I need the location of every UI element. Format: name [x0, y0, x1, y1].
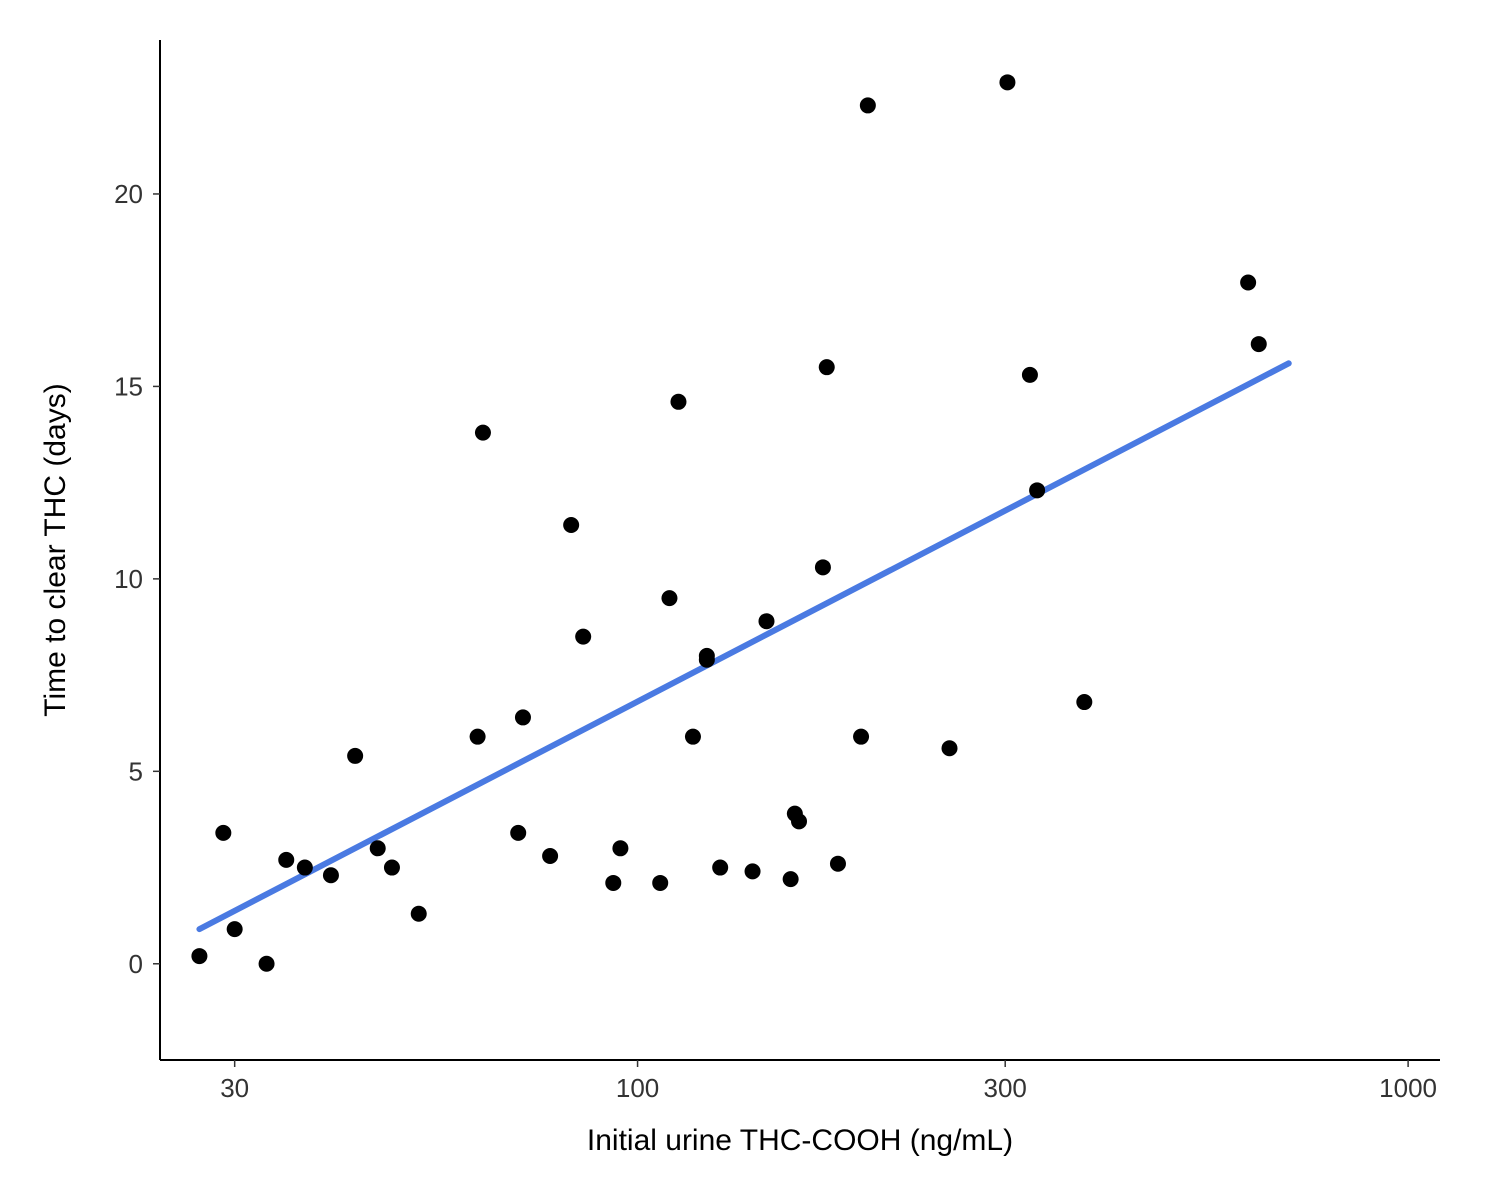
- data-point: [860, 97, 876, 113]
- data-point: [1076, 694, 1092, 710]
- data-point: [745, 863, 761, 879]
- chart-svg: 30 100 300 1000 0 5 10 15 20 Initial urine THC-CO…: [0, 0, 1500, 1200]
- data-point: [1022, 367, 1038, 383]
- y-tick-label: 20: [114, 179, 143, 209]
- data-point: [1251, 336, 1267, 352]
- data-point: [791, 813, 807, 829]
- data-point: [783, 871, 799, 887]
- data-point: [830, 856, 846, 872]
- data-point: [670, 394, 686, 410]
- data-point: [542, 848, 558, 864]
- data-point: [758, 613, 774, 629]
- data-point: [853, 729, 869, 745]
- data-point: [411, 906, 427, 922]
- x-axis-label: Initial urine THC-COOH (ng/mL): [587, 1124, 1013, 1157]
- x-tick-label: 30: [220, 1073, 249, 1103]
- data-point: [685, 729, 701, 745]
- y-tick-label: 5: [129, 756, 143, 786]
- data-point: [470, 729, 486, 745]
- y-tick-label: 10: [114, 564, 143, 594]
- data-point: [297, 860, 313, 876]
- data-point: [347, 748, 363, 764]
- plot-panel: [160, 40, 1440, 1060]
- data-point: [999, 74, 1015, 90]
- data-point: [712, 860, 728, 876]
- data-point: [475, 425, 491, 441]
- data-point: [819, 359, 835, 375]
- data-point: [942, 740, 958, 756]
- data-point: [370, 840, 386, 856]
- data-point: [652, 875, 668, 891]
- data-point: [515, 709, 531, 725]
- data-point: [384, 860, 400, 876]
- y-tick-label: 0: [129, 949, 143, 979]
- data-point: [215, 825, 231, 841]
- scatter-chart: 30 100 300 1000 0 5 10 15 20 Initial urine THC-CO…: [0, 0, 1500, 1200]
- data-point: [227, 921, 243, 937]
- data-point: [612, 840, 628, 856]
- data-point: [563, 517, 579, 533]
- data-point: [815, 559, 831, 575]
- data-point: [191, 948, 207, 964]
- y-tick-label: 15: [114, 371, 143, 401]
- data-point: [1029, 482, 1045, 498]
- data-point: [661, 590, 677, 606]
- x-tick-label: 300: [984, 1073, 1027, 1103]
- data-point: [259, 956, 275, 972]
- x-tick-label: 1000: [1379, 1073, 1437, 1103]
- data-point: [575, 629, 591, 645]
- data-point: [278, 852, 294, 868]
- data-point: [1240, 274, 1256, 290]
- x-tick-label: 100: [616, 1073, 659, 1103]
- y-axis-label: Time to clear THC (days): [39, 383, 72, 716]
- data-point: [323, 867, 339, 883]
- data-point: [510, 825, 526, 841]
- data-point: [699, 652, 715, 668]
- data-point: [605, 875, 621, 891]
